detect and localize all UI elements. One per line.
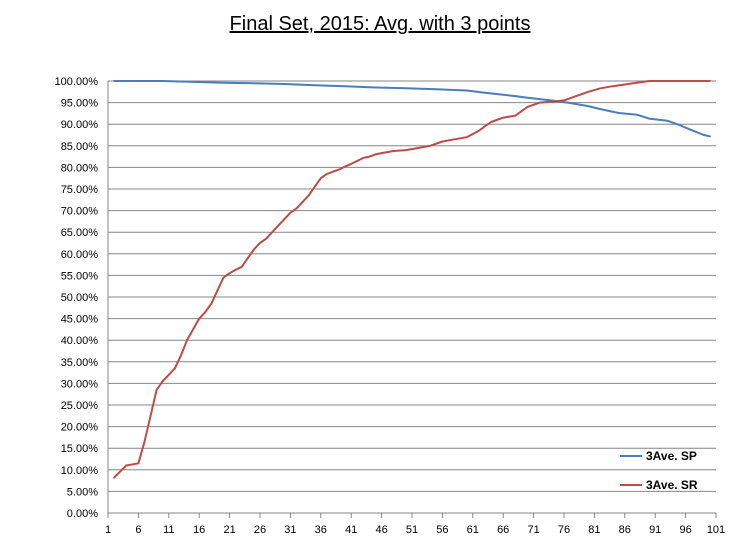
x-tick-label: 26: [254, 524, 266, 536]
y-tick-label: 20.00%: [61, 422, 99, 434]
series-line-1: [113, 80, 711, 138]
y-tick-label: 100.00%: [55, 76, 99, 88]
legend: 3Ave. SP 3Ave. SR: [620, 449, 698, 492]
x-tick-labels: 1 6 11 16 21 26 31 36 41 46 51 56 61 66 71 76 81 86 91 96 10…: [105, 524, 725, 536]
y-tick-label: 50.00%: [61, 292, 99, 304]
x-tick-label: 11: [163, 524, 174, 536]
y-tick-label: 55.00%: [61, 270, 99, 282]
axes: [107, 81, 717, 518]
y-tick-label: 75.00%: [61, 184, 99, 196]
x-tick-label: 56: [436, 524, 448, 536]
y-tick-label: 65.00%: [61, 227, 99, 239]
y-tick-label: 80.00%: [61, 162, 99, 174]
series-line-2: [113, 80, 711, 479]
x-tick-label: 1: [105, 524, 111, 536]
x-tick-label: 81: [588, 524, 600, 536]
series-lines: [113, 80, 711, 479]
y-tick-label: 40.00%: [61, 335, 99, 347]
x-tick-label: 66: [497, 524, 509, 536]
y-tick-label: 95.00%: [61, 98, 99, 110]
y-tick-label: 10.00%: [61, 465, 99, 477]
x-tick-label: 86: [619, 524, 631, 536]
x-tick-label: 21: [223, 524, 235, 536]
y-tick-label: 0.00%: [67, 508, 98, 520]
y-tick-label: 30.00%: [61, 378, 99, 390]
y-tick-labels: 0.00% 5.00% 10.00% 15.00% 20.00% 25.00% 30.00%…: [55, 76, 99, 520]
gridlines: [108, 80, 716, 492]
chart-title: Final Set, 2015: Avg. with 3 points: [230, 13, 531, 35]
y-tick-label: 70.00%: [61, 206, 99, 218]
x-tick-label: 41: [345, 524, 357, 536]
x-tick-label: 16: [193, 524, 205, 536]
x-tick-label: 51: [406, 524, 418, 536]
x-tick-label: 46: [375, 524, 387, 536]
y-tick-label: 90.00%: [61, 119, 99, 131]
x-tick-label: 71: [527, 524, 539, 536]
x-tick-label: 96: [679, 524, 691, 536]
x-tick-label: 31: [284, 524, 296, 536]
legend-label: 3Ave. SP: [646, 449, 697, 463]
x-tick-label: 76: [558, 524, 570, 536]
x-tick-label: 6: [135, 524, 141, 536]
legend-label: 3Ave. SR: [646, 478, 698, 492]
y-tick-label: 35.00%: [61, 357, 99, 369]
y-tick-label: 15.00%: [61, 443, 99, 455]
y-tick-label: 60.00%: [61, 249, 99, 261]
x-tick-label: 36: [315, 524, 327, 536]
y-tick-label: 45.00%: [61, 314, 99, 326]
x-tick-label: 101: [707, 524, 725, 536]
y-tick-label: 25.00%: [61, 400, 99, 412]
y-tick-label: 5.00%: [67, 486, 98, 498]
y-tick-label: 85.00%: [61, 141, 99, 153]
x-tick-label: 61: [467, 524, 479, 536]
x-tick-label: 91: [649, 524, 661, 536]
